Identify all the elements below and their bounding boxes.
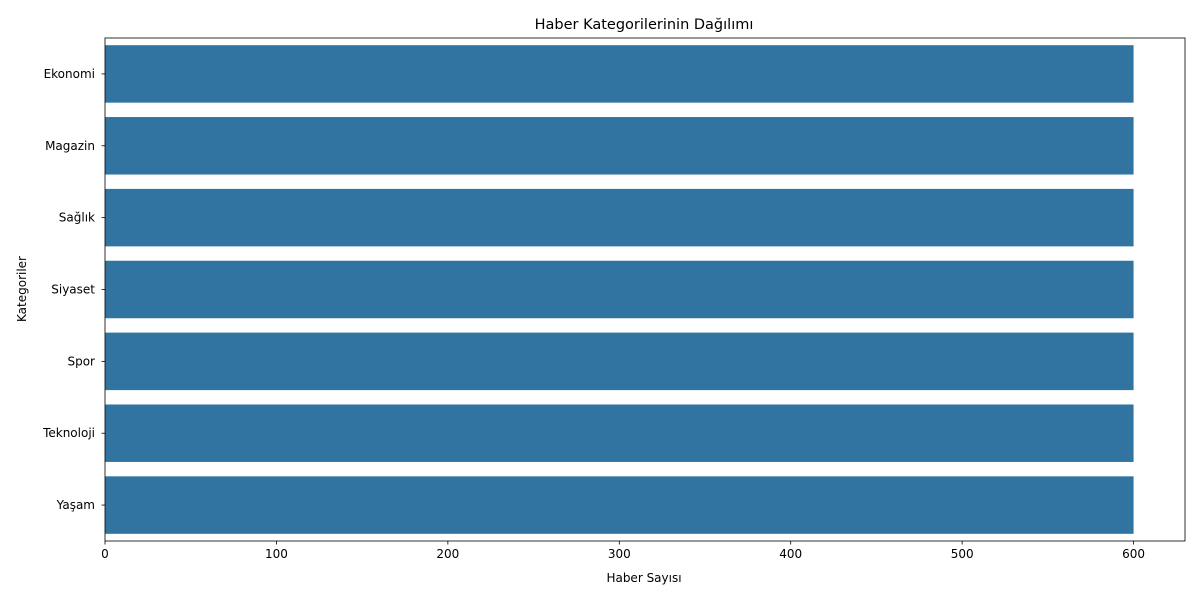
x-tick-label: 0 [101,547,109,561]
y-tick-label: Siyaset [51,283,95,297]
y-tick-label: Teknoloji [42,426,95,440]
bar-2 [105,188,1134,247]
chart-title: Haber Kategorilerinin Dağılımı [535,17,754,33]
bars-group [105,45,1134,534]
y-tick-label: Magazin [45,139,95,153]
y-tick-label: Ekonomi [44,67,95,81]
y-tick-label: Spor [67,354,95,368]
x-tick-label: 400 [779,547,802,561]
y-tick-label: Yaşam [56,498,95,512]
y-axis-label: Kategoriler [15,256,29,322]
plot-frame [104,37,1186,542]
x-tick-label: 500 [951,547,974,561]
bar-3 [105,260,1134,319]
x-tick-label: 100 [265,547,288,561]
x-tick-label: 200 [436,547,459,561]
x-tick-label: 300 [608,547,631,561]
y-axis: Ekonomi Magazin Sağlık Siyaset Spor Teknoloji… [42,67,105,512]
bar-1 [105,117,1134,175]
bar-5 [105,404,1134,462]
x-axis: 0 100 200 300 400 500 600 [101,541,1145,561]
bar-6 [105,476,1134,534]
y-tick-label: Sağlık [59,211,95,225]
bar-0 [105,45,1134,103]
bar-4 [105,332,1134,391]
x-tick-label: 600 [1122,547,1145,561]
x-axis-label: Haber Sayısı [606,571,681,585]
